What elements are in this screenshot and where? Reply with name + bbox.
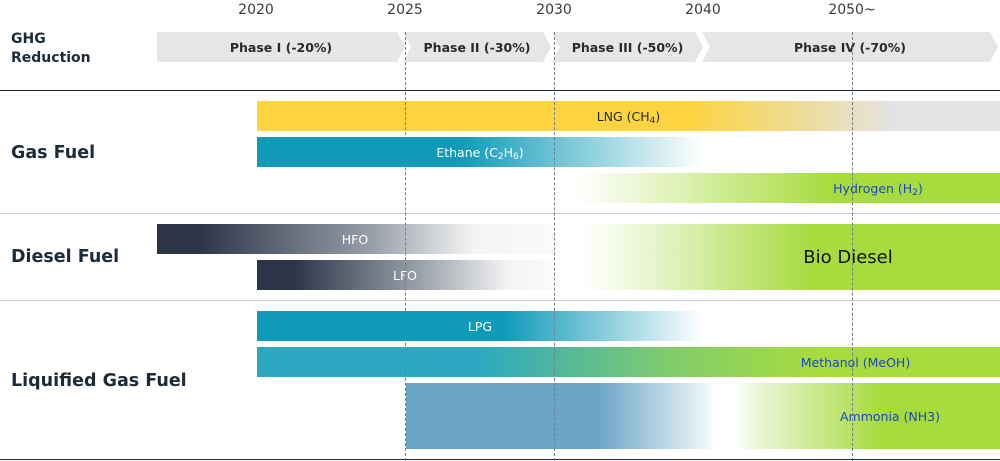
bar-label-hfo: HFO [341, 231, 369, 247]
gridline-2050 [852, 32, 853, 461]
section-title-liquified-gas-fuel: Liquified Gas Fuel [11, 371, 187, 391]
phase-2: Phase II (-30%) [403, 32, 551, 62]
ghg-reduction-label: GHG Reduction [11, 30, 91, 68]
gridline-2025 [405, 32, 406, 461]
bar-label-hydrogen: Hydrogen (H2) [833, 180, 923, 198]
bar-lpg: LPG [257, 311, 703, 341]
year-label-2050: 2050~ [828, 2, 876, 18]
bar-methanol: Methanol (MeOH) [257, 347, 1000, 377]
bar-hydrogen: Hydrogen (H2) [556, 173, 1000, 203]
bar-label-lpg: LPG [467, 318, 493, 334]
year-label-2040: 2040 [685, 2, 721, 18]
bar-label-ammonia: Ammonia (NH3) [839, 408, 941, 424]
year-label-2025: 2025 [387, 2, 423, 18]
ghg-label-line2: Reduction [11, 50, 91, 66]
bar-bio-diesel: Bio Diesel [556, 224, 1000, 290]
bar-label-bio-diesel: Bio Diesel [803, 246, 893, 268]
year-label-2020: 2020 [238, 2, 274, 18]
bar-ammonia: Ammonia (NH3) [406, 383, 1000, 449]
phase-4: Phase IV (-70%) [702, 32, 998, 62]
year-label-2030: 2030 [536, 2, 572, 18]
bar-lng: LNG (CH4) [257, 101, 1000, 131]
phase-3: Phase III (-50%) [552, 32, 703, 62]
divider-diesel-liquified [0, 300, 1000, 301]
divider-top [0, 90, 1000, 91]
phase-1: Phase I (-20%) [157, 32, 405, 62]
bar-label-lng: LNG (CH4) [596, 108, 661, 126]
bar-ethane: Ethane (C2H6) [257, 137, 703, 167]
ghg-label-line1: GHG [11, 31, 46, 47]
divider-gas-diesel [0, 213, 1000, 214]
bar-label-methanol: Methanol (MeOH) [800, 354, 911, 370]
bar-hfo: HFO [157, 224, 553, 254]
gridline-2030 [554, 32, 555, 461]
section-title-gas-fuel: Gas Fuel [11, 143, 96, 163]
divider-bottom [0, 459, 1000, 460]
section-title-diesel-fuel: Diesel Fuel [11, 247, 120, 267]
bar-label-ethane: Ethane (C2H6) [436, 144, 524, 162]
